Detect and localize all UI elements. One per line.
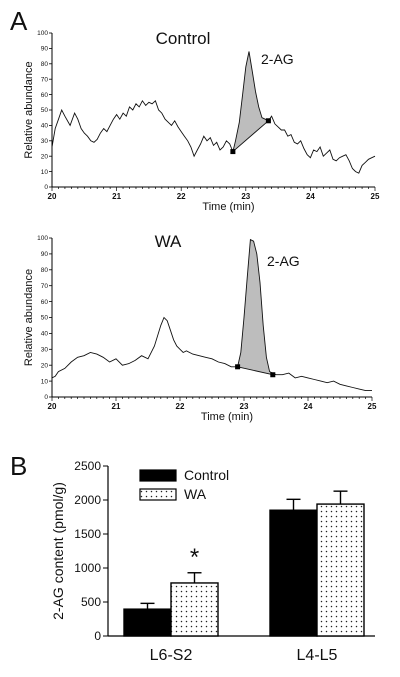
- peak-baseline: [237, 366, 273, 376]
- panel-b-label: B: [10, 451, 27, 481]
- bar-chart-2ag-content: 0 500 1000 1500 2000 2500 2-AG content (pmol/g…: [50, 459, 375, 664]
- y-tick-label: 80: [41, 61, 49, 68]
- baseline-marker: [230, 149, 236, 155]
- legend-swatch: [139, 469, 177, 482]
- baseline-marker: [265, 118, 271, 124]
- x-tick-label: 24: [304, 402, 313, 411]
- x-tick-label: 23: [241, 192, 250, 201]
- y-tick-label: 60: [41, 299, 49, 306]
- chromatogram-trace: [51, 238, 372, 392]
- y-tick-label: 0: [44, 394, 48, 401]
- legend-label: WA: [184, 486, 207, 502]
- y-axis-label: 2-AG content (pmol/g): [50, 482, 66, 620]
- y-tick-label: 70: [41, 283, 49, 290]
- x-tick-label: 22: [176, 402, 185, 411]
- y-tick-label: 1000: [74, 561, 101, 575]
- y-tick-label: 20: [41, 362, 49, 369]
- baseline-marker: [235, 364, 241, 370]
- y-tick-label: 0: [44, 184, 48, 191]
- bar: [316, 503, 365, 637]
- panel-a-label: A: [10, 6, 28, 36]
- y-tick-label: 10: [41, 169, 49, 176]
- chromatogram-wa: 0 10 20 30 40 50 60 70 80 90 100 20 21 22 23 24 25 Time (…: [23, 232, 377, 423]
- legend-swatch: [139, 488, 177, 501]
- y-tick-label: 2000: [74, 493, 101, 507]
- y-tick-label: 10: [41, 378, 49, 385]
- y-axis-label: Relative abundance: [23, 269, 35, 366]
- peak-label: 2-AG: [261, 51, 294, 67]
- peak-baseline: [232, 120, 269, 152]
- x-tick-label: 22: [177, 192, 186, 201]
- y-tick-label: 2500: [74, 459, 101, 473]
- x-tick-label: 20: [48, 402, 57, 411]
- peak-area: [232, 51, 269, 152]
- x-tick-label: 21: [112, 192, 121, 201]
- y-tick-label: 90: [41, 251, 49, 258]
- chromatogram-trace: [51, 51, 376, 174]
- y-tick-label: 0: [94, 629, 101, 643]
- x-tick-label: 20: [48, 192, 57, 201]
- y-tick-label: 100: [37, 30, 48, 37]
- y-tick-label: 500: [81, 595, 101, 609]
- bar: [170, 582, 219, 637]
- y-tick-label: 90: [41, 46, 49, 53]
- chromatogram-control: 0 10 20 30 40 50 60 70 80 90 100 20 21 22 23 24 25 Time (…: [23, 29, 380, 213]
- x-tick-label: 25: [371, 192, 380, 201]
- y-tick-label: 60: [41, 92, 49, 99]
- bar: [123, 608, 172, 637]
- legend-label: Control: [184, 467, 229, 483]
- x-axis-label: Time (min): [201, 411, 253, 423]
- chart-title: Control: [156, 29, 211, 48]
- y-tick-label: 50: [41, 315, 49, 322]
- bar: [269, 509, 318, 637]
- y-tick-label: 100: [37, 235, 48, 242]
- y-tick-label: 30: [41, 138, 49, 145]
- y-tick-label: 70: [41, 76, 49, 83]
- category-label: L6-S2: [150, 647, 193, 664]
- chart-title: WA: [155, 232, 182, 251]
- x-axis-label: Time (min): [202, 201, 254, 213]
- y-tick-label: 40: [41, 123, 49, 130]
- x-tick-label: 25: [368, 402, 377, 411]
- x-tick-label: 21: [112, 402, 121, 411]
- y-axis-label: Relative abundance: [23, 61, 35, 158]
- y-tick-label: 30: [41, 347, 49, 354]
- y-tick-label: 20: [41, 153, 49, 160]
- significance-marker: *: [190, 544, 199, 571]
- y-tick-label: 80: [41, 267, 49, 274]
- y-tick-label: 40: [41, 331, 49, 338]
- x-tick-label: 23: [240, 402, 249, 411]
- x-tick-label: 24: [306, 192, 315, 201]
- y-tick-label: 50: [41, 107, 49, 114]
- baseline-marker: [270, 372, 276, 378]
- peak-area: [237, 239, 273, 375]
- y-tick-label: 1500: [74, 527, 101, 541]
- peak-label: 2-AG: [267, 253, 300, 269]
- category-label: L4-L5: [297, 647, 338, 664]
